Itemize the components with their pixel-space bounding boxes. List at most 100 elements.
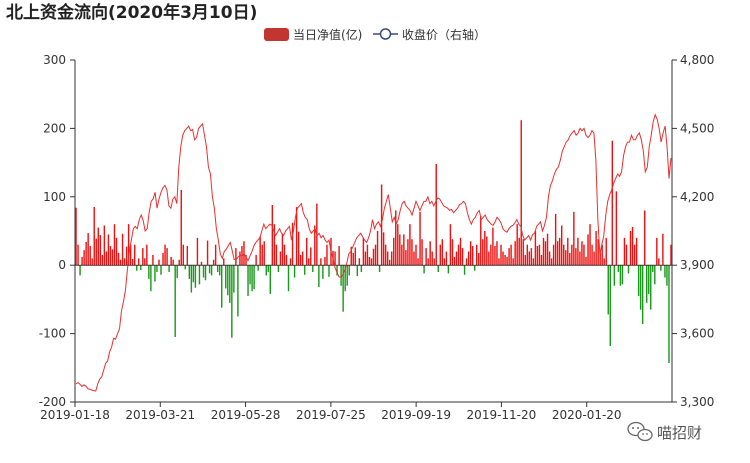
net-flow-bar[interactable]	[542, 237, 545, 266]
net-flow-bar[interactable]	[285, 254, 288, 266]
net-flow-bar[interactable]	[526, 244, 529, 266]
net-flow-bar[interactable]	[476, 244, 478, 266]
net-flow-bar[interactable]	[552, 244, 555, 266]
net-flow-bar[interactable]	[192, 265, 195, 283]
net-flow-bar[interactable]	[599, 251, 601, 266]
net-flow-bar[interactable]	[629, 231, 632, 266]
net-flow-bar[interactable]	[397, 224, 399, 266]
net-flow-bar[interactable]	[107, 234, 110, 266]
net-flow-bar[interactable]	[99, 235, 102, 266]
net-flow-bar[interactable]	[465, 258, 468, 266]
net-flow-bar[interactable]	[156, 265, 158, 273]
net-flow-bar[interactable]	[77, 244, 79, 266]
net-flow-bar[interactable]	[660, 265, 662, 271]
net-flow-bar[interactable]	[291, 222, 294, 266]
net-flow-bar[interactable]	[654, 265, 656, 285]
net-flow-bar[interactable]	[540, 254, 543, 266]
net-flow-bar[interactable]	[344, 265, 346, 292]
net-flow-bar[interactable]	[621, 265, 624, 285]
legend-line-marker[interactable]	[379, 28, 392, 40]
net-flow-bar[interactable]	[437, 265, 439, 273]
net-flow-bar[interactable]	[510, 244, 512, 266]
net-flow-bar[interactable]	[500, 244, 502, 266]
net-flow-bar[interactable]	[498, 258, 500, 266]
net-flow-bar[interactable]	[117, 252, 120, 266]
net-flow-bar[interactable]	[303, 265, 306, 275]
legend[interactable]: 当日净值(亿) 收盘价（右轴）	[264, 27, 486, 42]
net-flow-bar[interactable]	[133, 244, 136, 266]
net-flow-bar[interactable]	[603, 258, 605, 266]
net-flow-bar[interactable]	[144, 258, 146, 266]
net-flow-bar[interactable]	[534, 231, 537, 266]
net-flow-bar[interactable]	[583, 244, 585, 266]
net-flow-bar[interactable]	[172, 259, 174, 266]
net-flow-bar[interactable]	[324, 256, 326, 266]
net-flow-bar[interactable]	[548, 251, 551, 266]
net-flow-bar[interactable]	[538, 244, 541, 266]
net-flow-bar[interactable]	[358, 258, 361, 266]
net-flow-bar[interactable]	[461, 248, 464, 266]
net-flow-bar[interactable]	[625, 244, 628, 266]
net-flow-bar[interactable]	[235, 248, 237, 266]
net-flow-bar[interactable]	[301, 251, 304, 266]
net-flow-bar[interactable]	[447, 265, 450, 274]
net-flow-bar[interactable]	[170, 256, 172, 266]
net-flow-bar[interactable]	[277, 265, 280, 273]
net-flow-bar[interactable]	[312, 265, 314, 273]
net-flow-bar[interactable]	[336, 265, 338, 276]
net-flow-bar[interactable]	[425, 248, 427, 266]
net-flow-bar[interactable]	[119, 259, 122, 266]
net-flow-bar[interactable]	[196, 237, 199, 266]
net-flow-bar[interactable]	[581, 241, 583, 266]
net-flow-bar[interactable]	[200, 261, 203, 266]
net-flow-bar[interactable]	[121, 233, 124, 266]
net-flow-bar[interactable]	[656, 237, 658, 266]
close-price-line[interactable]	[75, 113, 672, 392]
net-flow-bar[interactable]	[413, 251, 415, 266]
net-flow-bar[interactable]	[565, 250, 567, 266]
net-flow-bar[interactable]	[451, 239, 454, 266]
net-flow-bar[interactable]	[459, 237, 462, 266]
net-flow-bar[interactable]	[633, 244, 636, 266]
net-flow-bar[interactable]	[306, 237, 308, 266]
net-flow-bar[interactable]	[214, 244, 217, 266]
net-flow-bar[interactable]	[631, 226, 634, 266]
net-flow-bar[interactable]	[218, 265, 221, 276]
net-flow-bar[interactable]	[223, 258, 225, 266]
net-flow-bar[interactable]	[263, 241, 265, 266]
net-flow-bar[interactable]	[275, 244, 278, 266]
net-flow-bar[interactable]	[166, 248, 168, 266]
net-flow-bar[interactable]	[372, 248, 375, 266]
net-flow-bar[interactable]	[670, 244, 672, 266]
net-flow-bar[interactable]	[198, 265, 201, 285]
net-flow-bar[interactable]	[635, 237, 638, 266]
legend-bar-swatch[interactable]	[264, 28, 289, 41]
net-flow-bar[interactable]	[589, 224, 591, 266]
net-flow-bar[interactable]	[334, 251, 336, 266]
net-flow-bar[interactable]	[125, 246, 128, 266]
net-flow-bar[interactable]	[490, 244, 492, 266]
net-flow-bar[interactable]	[366, 244, 369, 266]
net-flow-bar[interactable]	[508, 248, 510, 266]
net-flow-bar[interactable]	[550, 258, 553, 266]
net-flow-bar[interactable]	[346, 265, 348, 286]
net-flow-bar[interactable]	[129, 244, 132, 266]
net-flow-bar[interactable]	[646, 265, 648, 303]
net-flow-bar[interactable]	[395, 210, 397, 266]
net-flow-bar[interactable]	[259, 236, 261, 266]
net-flow-bar[interactable]	[154, 265, 156, 282]
net-flow-bar[interactable]	[231, 265, 233, 338]
net-flow-bar[interactable]	[136, 265, 138, 271]
net-flow-bar[interactable]	[338, 246, 340, 266]
net-flow-bar[interactable]	[216, 265, 219, 273]
net-flow-bar[interactable]	[267, 265, 269, 273]
net-flow-bar[interactable]	[269, 265, 271, 294]
net-flow-bar[interactable]	[245, 254, 247, 266]
net-flow-bar[interactable]	[247, 265, 249, 296]
legend-bar-label[interactable]: 当日净值(亿)	[293, 27, 362, 42]
net-flow-bar[interactable]	[194, 265, 197, 288]
net-flow-bar[interactable]	[492, 227, 494, 266]
net-flow-bar[interactable]	[467, 251, 470, 266]
net-flow-bar[interactable]	[405, 250, 407, 266]
net-flow-bar[interactable]	[225, 265, 227, 289]
